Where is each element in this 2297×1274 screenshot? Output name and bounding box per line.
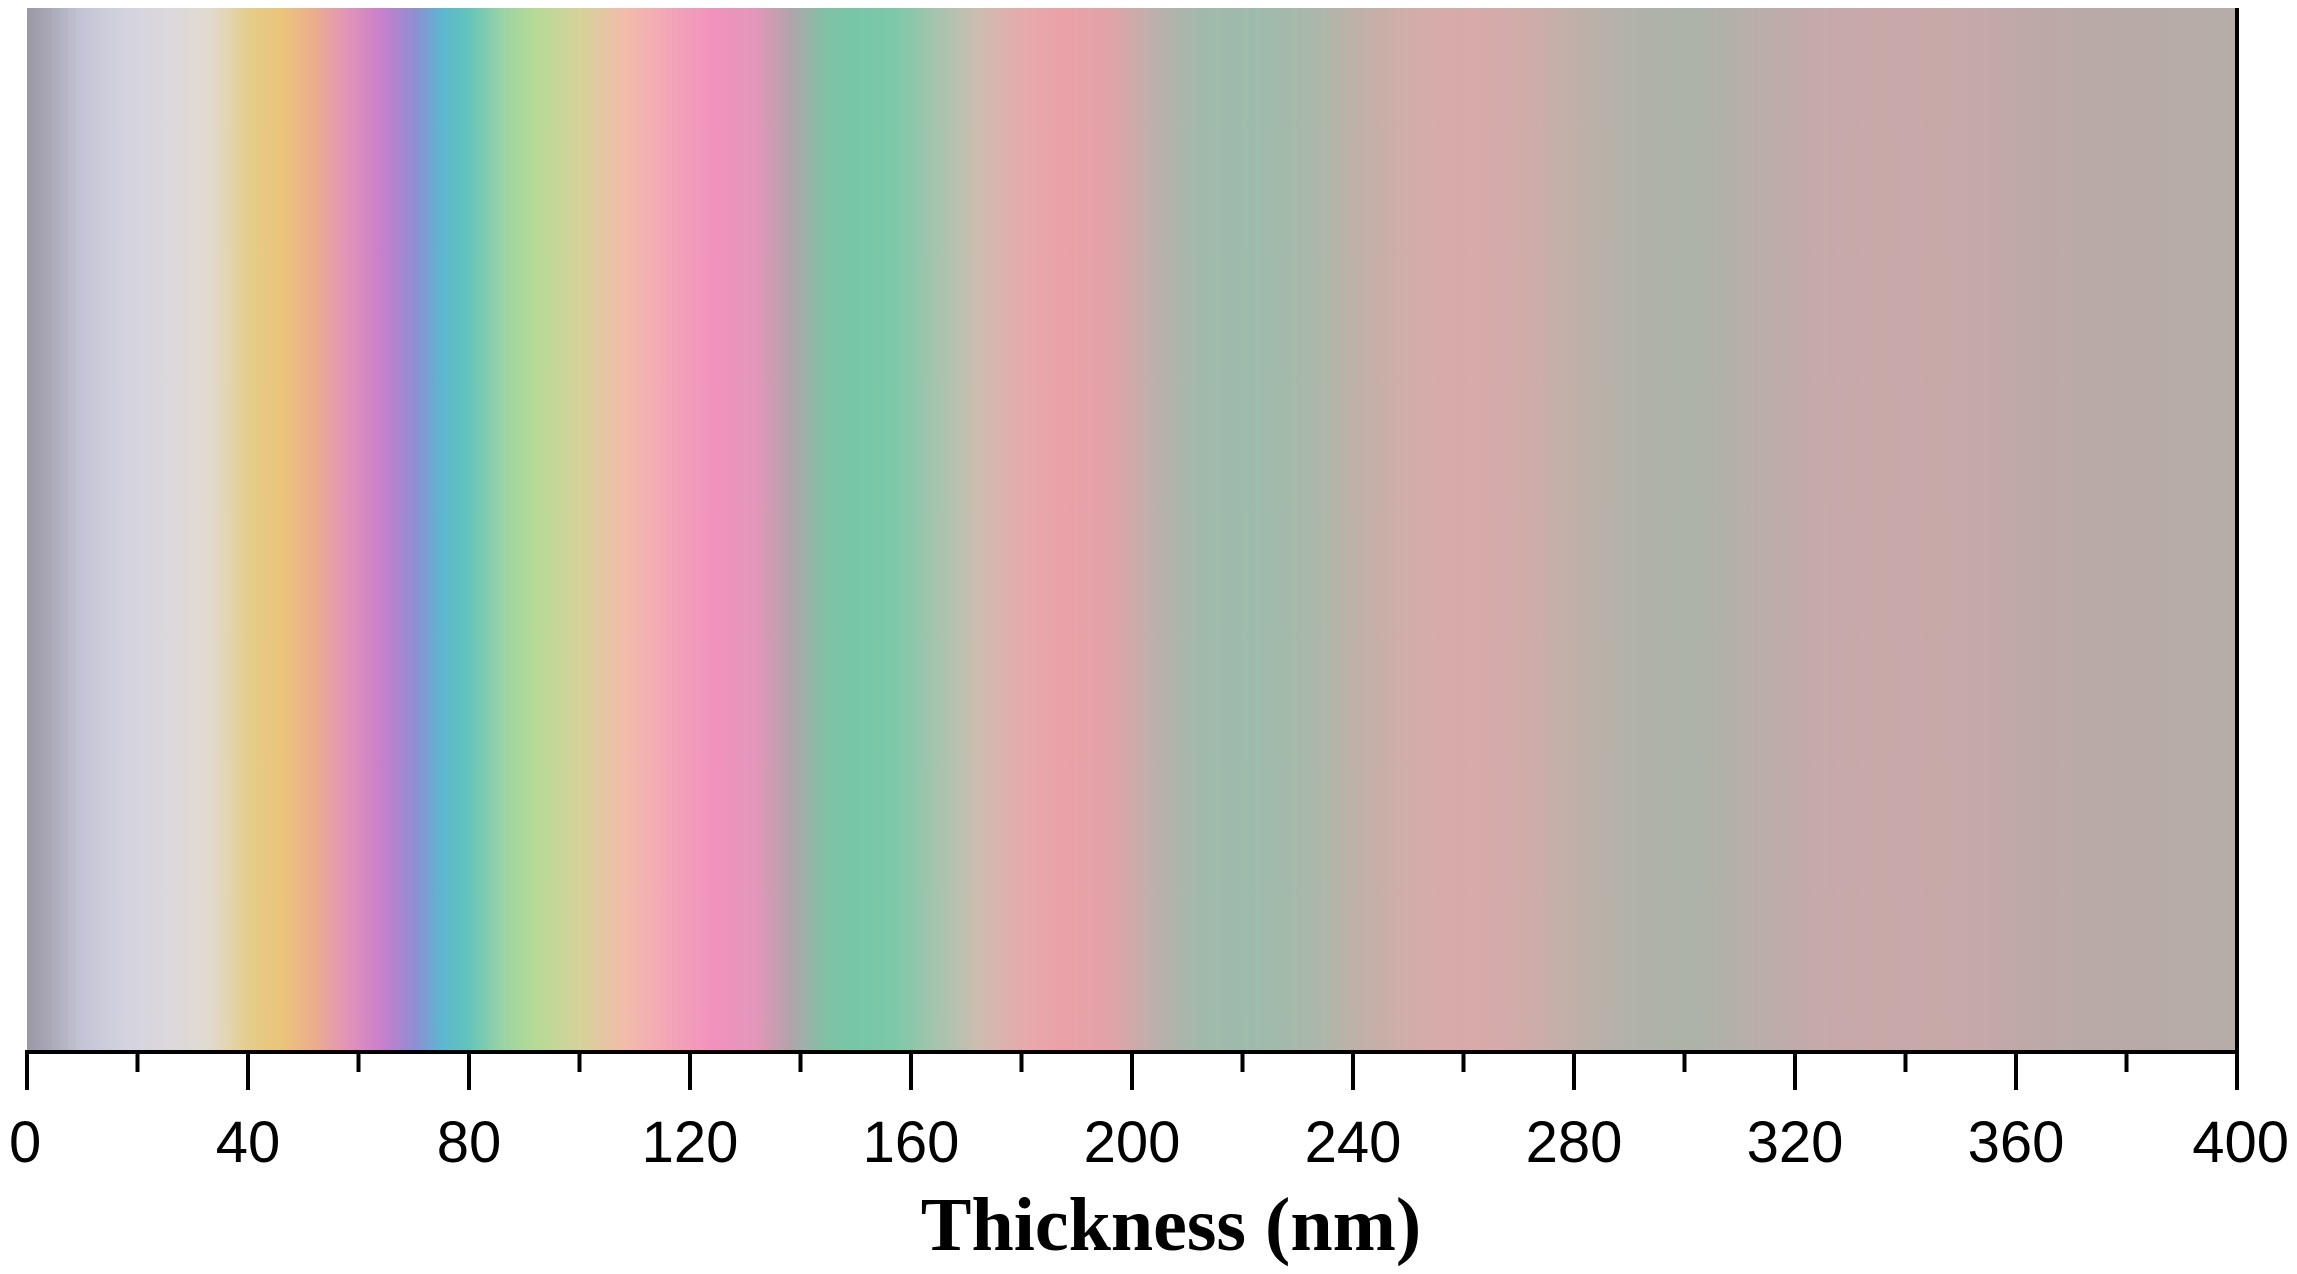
x-axis-title: Thickness (nm)	[921, 1183, 1421, 1267]
tick-label: 320	[1747, 1110, 1844, 1175]
tick-label: 160	[863, 1110, 960, 1175]
x-axis-tick-labels: 0 40 80 120 160 200 240 280 320 360 400	[9, 1110, 2289, 1175]
tick-label: 80	[437, 1110, 502, 1175]
tick-label: 240	[1305, 1110, 1402, 1175]
tick-label: 360	[1968, 1110, 2065, 1175]
color-band	[27, 8, 2237, 1052]
tick-label: 200	[1084, 1110, 1181, 1175]
tick-label: 40	[216, 1110, 281, 1175]
tick-label: 0	[9, 1110, 41, 1175]
tick-label: 120	[642, 1110, 739, 1175]
tick-label: 280	[1526, 1110, 1623, 1175]
x-axis-ticks	[25, 1052, 2239, 1090]
tick-label: 400	[2192, 1110, 2289, 1175]
